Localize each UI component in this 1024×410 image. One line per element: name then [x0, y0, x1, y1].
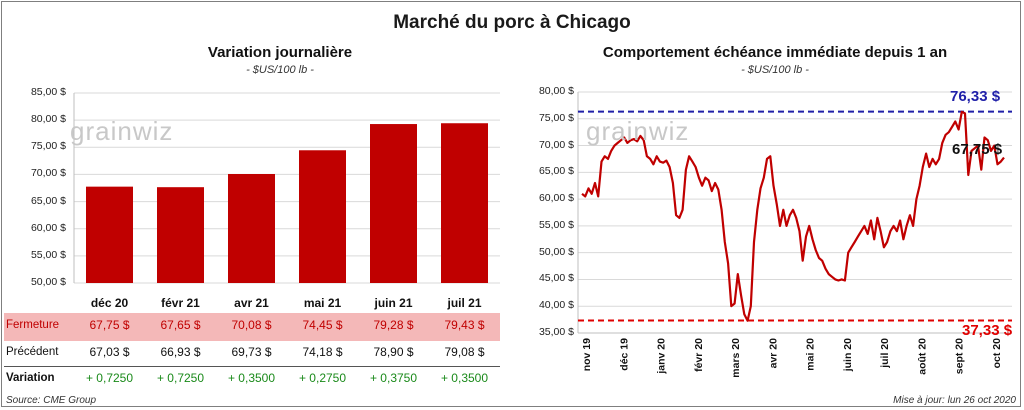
- bar: [370, 124, 417, 284]
- line-y-tick: 80,00 $: [538, 85, 574, 97]
- bar-y-tick: 50,00 $: [30, 276, 66, 288]
- table-row-label: Fermeture: [6, 319, 60, 331]
- table-cell: 79,08 $: [444, 345, 485, 359]
- bar-y-tick: 65,00 $: [30, 194, 66, 207]
- bar-y-tick: 75,00 $: [30, 140, 66, 153]
- bar-y-tick: 70,00 $: [30, 167, 66, 180]
- bar: [228, 173, 275, 283]
- table-cell: 69,73 $: [231, 345, 272, 359]
- line-y-tick: 60,00 $: [538, 192, 574, 205]
- high-label: 76,33 $: [950, 88, 1001, 105]
- bar-category-label: juin 21: [374, 296, 413, 310]
- table-row-label: Précédent: [6, 346, 59, 358]
- last-price-label: 67,75 $: [952, 141, 1003, 158]
- table-cell: 78,90 $: [373, 345, 414, 359]
- table-cell: 70,08 $: [231, 318, 272, 332]
- table-cell: + 0,7250: [156, 371, 205, 385]
- table-cell: + 0,2750: [298, 371, 347, 385]
- low-label: 37,33 $: [962, 322, 1013, 339]
- watermark-left: grainwiz: [70, 116, 174, 146]
- bar: [299, 150, 346, 283]
- line-x-tick-label: mai 20: [805, 338, 817, 371]
- bar-category-label: juil 21: [447, 296, 482, 310]
- bar-category-label: févr 21: [161, 296, 200, 310]
- bar-category-label: déc 20: [90, 296, 129, 310]
- price-series-line: [581, 110, 1005, 322]
- right-panel-unit: - $US/100 lb -: [741, 64, 809, 76]
- line-x-tick-label: déc 19: [618, 338, 630, 371]
- table-cell: + 0,3500: [227, 371, 276, 385]
- line-y-tick: 65,00 $: [538, 165, 574, 178]
- line-x-tick-label: juin 20: [842, 338, 854, 372]
- line-y-tick: 45,00 $: [538, 272, 574, 285]
- table-cell: 67,75 $: [89, 318, 130, 332]
- update-note: Mise à jour: lun 26 oct 2020: [893, 395, 1016, 406]
- line-y-tick: 35,00 $: [538, 326, 574, 338]
- table-divider: [4, 366, 500, 367]
- line-y-tick: 75,00 $: [538, 111, 574, 124]
- line-x-tick-label: mars 20: [730, 338, 742, 378]
- source-note: Source: CME Group: [6, 395, 97, 406]
- bar-y-tick: 55,00 $: [30, 248, 66, 261]
- bar: [441, 123, 488, 283]
- bar: [157, 187, 204, 283]
- main-title: Marché du porc à Chicago: [393, 12, 631, 33]
- left-panel-title: Variation journalière: [207, 44, 353, 61]
- line-x-tick-label: août 20: [916, 338, 928, 375]
- bar-category-label: avr 21: [234, 296, 269, 310]
- line-y-tick: 70,00 $: [538, 138, 574, 151]
- watermark-right: grainwiz: [586, 116, 690, 146]
- right-panel-title: Comportement échéance immédiate depuis 1…: [602, 44, 948, 61]
- line-x-tick-label: nov 19: [581, 338, 593, 371]
- line-x-tick-label: sept 20: [954, 338, 966, 374]
- table-cell: 79,43 $: [444, 318, 485, 332]
- line-y-tick: 50,00 $: [538, 245, 574, 258]
- table-highlight-row: [4, 313, 500, 341]
- line-y-tick: 40,00 $: [538, 299, 574, 312]
- table-cell: 67,03 $: [89, 345, 130, 359]
- bar-y-tick: 80,00 $: [30, 113, 66, 126]
- line-y-tick: 55,00 $: [538, 218, 574, 231]
- table-cell: 79,28 $: [373, 318, 414, 332]
- table-cell: + 0,3750: [369, 371, 418, 385]
- table-row-label: Variation: [6, 372, 55, 384]
- table-cell: 74,45 $: [302, 318, 343, 332]
- table-cell: + 0,3500: [440, 371, 489, 385]
- line-x-tick-label: janv 20: [656, 338, 668, 375]
- bar-y-tick: 85,00 $: [30, 86, 66, 98]
- line-x-tick-label: oct 20: [991, 338, 1003, 369]
- table-cell: 74,18 $: [302, 345, 343, 359]
- bar: [86, 186, 133, 283]
- left-panel-unit: - $US/100 lb -: [246, 64, 314, 76]
- line-x-tick-label: juil 20: [879, 338, 891, 369]
- bar-y-tick: 60,00 $: [30, 221, 66, 234]
- table-cell: + 0,7250: [85, 371, 134, 385]
- table-cell: 66,93 $: [160, 345, 201, 359]
- line-x-tick-label: avr 20: [767, 338, 779, 369]
- line-x-tick-label: févr 20: [693, 338, 705, 372]
- bar-category-label: mai 21: [303, 296, 342, 310]
- table-cell: 67,65 $: [160, 318, 201, 332]
